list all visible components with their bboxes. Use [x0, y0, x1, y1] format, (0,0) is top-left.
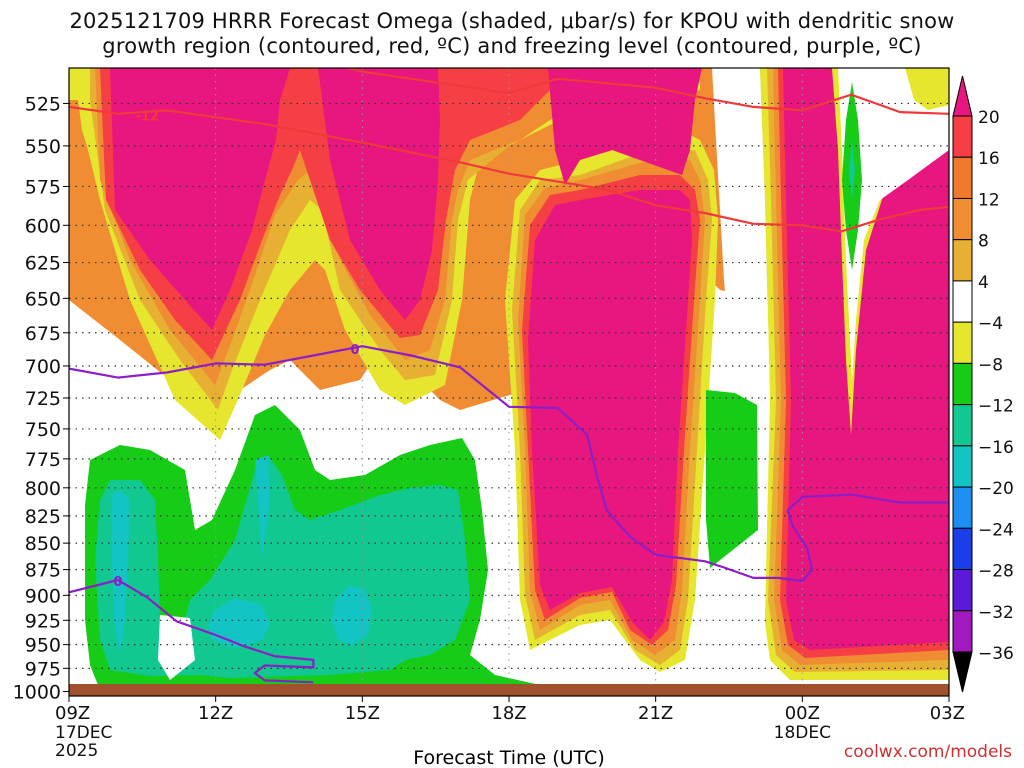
colorbar-bin-0: [952, 115, 973, 158]
y-tick-label-900: 900: [25, 585, 61, 607]
y-tick-label-725: 725: [25, 388, 61, 410]
y-tick-label-525: 525: [25, 93, 61, 115]
omega-shading: [69, 68, 949, 690]
contour-dendritic-growth-region-1: [344, 68, 949, 115]
x-tick-date-09Z: 17DEC: [55, 723, 112, 743]
omega-min-13z-cyan: [208, 598, 270, 648]
colorbar-bin-1: [952, 156, 973, 199]
y-tick-label-575: 575: [25, 176, 61, 198]
colorbar-bin-6: [952, 362, 973, 406]
omega-min-15z-cyan: [332, 585, 372, 645]
y-tick-label-775: 775: [25, 449, 61, 471]
omega-min-01z-core: [849, 140, 855, 200]
y-tick-label-1000: 1000: [13, 681, 61, 703]
y-tick-label-800: 800: [25, 478, 61, 500]
colorbar-tick-2: 12: [978, 190, 1000, 210]
contour-freezing-level-0: [69, 345, 949, 583]
x-tick-year-09Z: 2025: [55, 741, 98, 761]
y-axis: 525 550 575 600 625 650 675 700 725 750 775 800 825 8…: [13, 93, 69, 703]
colorbar-bin-9: [952, 486, 973, 529]
colorbar-bin-bottom: [952, 651, 973, 693]
colorbar-tick-4: 4: [978, 273, 989, 293]
colorbar: 20 16 12 8 4 −4 −8 −12 −16 −20 −24 −28 −32 −36: [952, 75, 1014, 693]
contour-dendritic-growth-region-0: [69, 105, 949, 233]
omega-max-19-21z: [528, 190, 692, 640]
y-tick-label-875: 875: [25, 560, 61, 582]
colorbar-tick-9: −20: [978, 479, 1014, 499]
y-tick-label-550: 550: [25, 136, 61, 158]
omega-max-20-21z-upper: [548, 68, 702, 185]
y-tick-label-850: 850: [25, 533, 61, 555]
y-tick-label-925: 925: [25, 610, 61, 632]
omega-gap-02z-yellow: [905, 68, 949, 110]
colorbar-bin-4: [952, 280, 973, 323]
contour-labels: -12 0 0: [113, 110, 359, 590]
contour-label-freezing-upper: 0: [350, 343, 359, 358]
colorbar-tick-0: 20: [978, 108, 1000, 128]
colorbar-bin-11: [952, 569, 973, 612]
colorbar-tick-3: 8: [978, 232, 989, 252]
x-axis-label: Forecast Time (UTC): [413, 747, 604, 768]
x-tick-label-18Z: 18Z: [491, 703, 526, 724]
contour-label-dendritic: -12: [135, 110, 159, 125]
chart-title-line-1: 2025121709 HRRR Forecast Omega (shaded, …: [69, 9, 955, 33]
colorbar-bin-12: [952, 610, 973, 653]
colorbar-bin-8: [952, 445, 973, 488]
colorbar-tick-11: −28: [978, 562, 1014, 582]
y-tick-label-600: 600: [25, 215, 61, 237]
omega-min-23z: [706, 390, 758, 568]
colorbar-tick-13: −36: [978, 644, 1014, 664]
chart-title-line-2: growth region (contoured, red, ºC) and f…: [102, 34, 922, 58]
y-tick-label-700: 700: [25, 356, 61, 378]
credit-text: coolwx.com/models: [843, 742, 1012, 762]
x-tick-label-21Z: 21Z: [638, 703, 673, 724]
y-tick-label-675: 675: [25, 323, 61, 345]
contour-freezing-level-1: [69, 578, 315, 684]
x-tick-date-00Z: 18DEC: [774, 723, 831, 743]
terrain-strip: [69, 684, 949, 696]
colorbar-tick-1: 16: [978, 149, 1000, 169]
colorbar-tick-10: −24: [978, 520, 1014, 540]
colorbar-bin-10: [952, 527, 973, 571]
omega-min-10z-cyan: [112, 490, 130, 655]
x-tick-label-12Z: 12Z: [198, 703, 233, 724]
colorbar-bin-3: [952, 239, 973, 282]
y-tick-label-625: 625: [25, 253, 61, 275]
y-tick-label-950: 950: [25, 635, 61, 657]
colorbar-bin-2: [952, 197, 973, 241]
omega-max-09-12z: [110, 68, 290, 330]
colorbar-bin-top: [952, 75, 973, 117]
y-tick-label-750: 750: [25, 419, 61, 441]
colorbar-tick-5: −4: [978, 314, 1003, 334]
colorbar-tick-12: −32: [978, 603, 1014, 623]
colorbar-tick-7: −12: [978, 397, 1014, 417]
y-tick-label-650: 650: [25, 288, 61, 310]
omega-gap-11z: [158, 615, 195, 680]
colorbar-bin-7: [952, 404, 973, 447]
x-tick-label-03Z: 03Z: [930, 703, 965, 724]
contour-label-freezing-lower: 0: [113, 575, 122, 590]
colorbar-tick-6: −8: [978, 355, 1003, 375]
x-tick-label-00Z: 00Z: [785, 703, 820, 724]
y-tick-label-825: 825: [25, 506, 61, 528]
colorbar-tick-8: −16: [978, 438, 1014, 458]
x-tick-label-09Z: 09Z: [55, 703, 90, 724]
colorbar-bin-5: [952, 321, 973, 364]
omega-max-14-17z: [318, 68, 440, 320]
omega-min-13z-upper-cyan: [255, 455, 270, 560]
x-tick-label-15Z: 15Z: [345, 703, 380, 724]
y-tick-label-975: 975: [25, 658, 61, 680]
contours: [69, 68, 949, 684]
